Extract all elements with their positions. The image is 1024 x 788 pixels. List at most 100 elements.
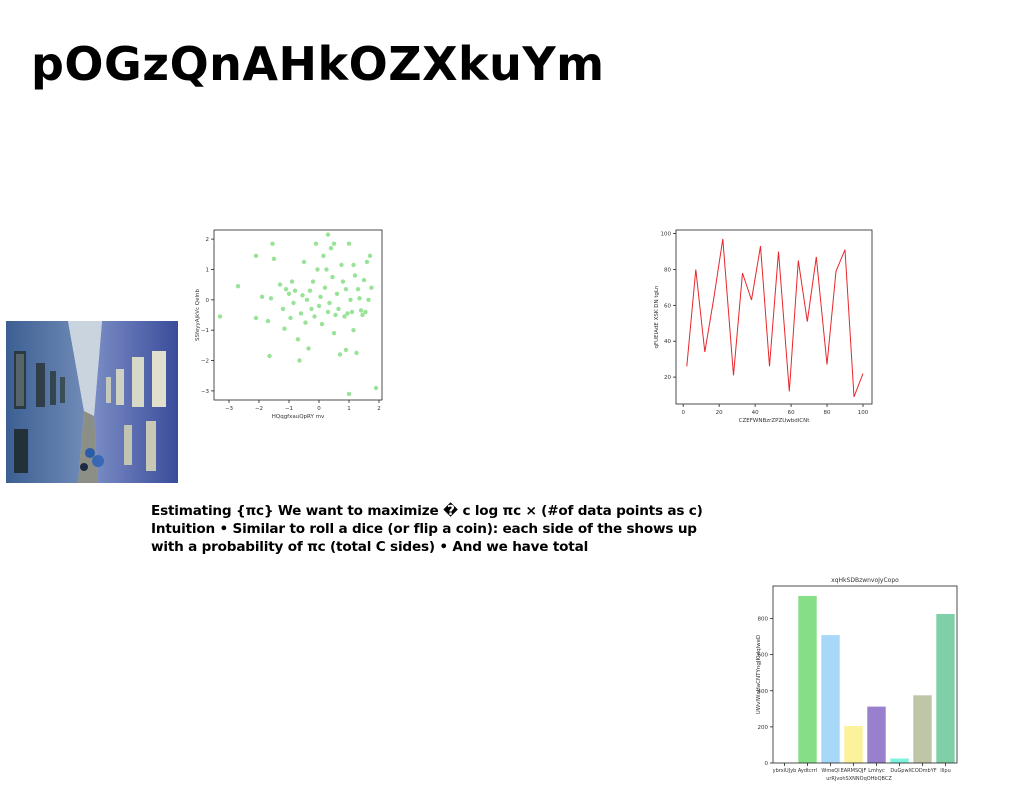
y-tick-label: 0 [206, 298, 210, 304]
plot-frame [213, 229, 383, 401]
scatter-point [271, 256, 277, 261]
y-tick-label: 600 [758, 653, 769, 659]
scatter-point [333, 312, 338, 318]
y-tick-label: 80 [664, 267, 671, 273]
scatter-point [306, 346, 311, 351]
scatter-chart: −3 −2 −1 0 1 2 −3 −2 −1 0 1 2 HQqgfxauQpRY mv SSfeyyA… [195, 229, 383, 420]
scatter-point [280, 306, 286, 312]
scatter-point [355, 287, 361, 292]
y-tick-label: 40 [664, 339, 671, 345]
slide-body-text: Estimating {πc} We want to maximize � c … [151, 503, 703, 555]
scatter-point [327, 300, 332, 306]
scatter-point [334, 291, 340, 296]
scatter-point [313, 241, 319, 246]
x-tick-label: WmeQl [821, 768, 839, 774]
bar [821, 635, 840, 763]
scatter-point [321, 253, 326, 258]
x-tick-label: XCODmbYF [908, 768, 936, 774]
scatter-point [295, 337, 301, 342]
scatter-point [346, 241, 352, 246]
x-tick-label: 2 [377, 406, 381, 412]
scatter-point [367, 253, 373, 258]
y-tick-label: −1 [201, 328, 209, 334]
x-axis-label: HQqgfxauQpRY mv [272, 414, 325, 420]
y-axis-label: SSfeyyAjkVc Qelnb [195, 288, 201, 341]
scatter-point [283, 287, 289, 292]
scatter-point [369, 285, 374, 290]
scatter-point [331, 241, 337, 246]
scatter-point [343, 287, 349, 292]
x-tick-label: −1 [285, 406, 293, 412]
scatter-point [309, 306, 314, 312]
bar [913, 695, 932, 763]
y-tick-label: 2 [206, 237, 210, 243]
scatter-point [357, 296, 362, 301]
scatter-point [354, 350, 359, 356]
x-axis-label: CZEFWNBzrZPZUwbdlCNt [739, 418, 811, 424]
y-tick-label: 400 [758, 689, 769, 695]
scatter-point [358, 308, 364, 313]
x-tick-label-row2: urRJvohSXNNOqOHbQBCZ [826, 776, 892, 782]
y-tick-label: 100 [661, 232, 672, 238]
scatter-point [277, 282, 283, 287]
scatter-point [268, 296, 274, 301]
scatter-point [360, 312, 365, 318]
bar [844, 726, 863, 763]
scatter-point [364, 259, 370, 265]
series-line [686, 238, 864, 397]
scatter-point [267, 353, 272, 359]
scatter-point [325, 232, 331, 237]
scatter-point [312, 314, 317, 319]
scatter-point [253, 253, 259, 258]
y-tick-label: 800 [758, 617, 769, 623]
scatter-point [301, 259, 307, 265]
scatter-point [297, 358, 302, 363]
scatter-point [286, 291, 292, 296]
y-tick-label: 60 [664, 303, 671, 309]
y-tick-label: 0 [765, 761, 769, 767]
x-tick-label: 20 [716, 410, 723, 416]
scatter-point [259, 294, 265, 299]
x-tick-label: 100 [858, 410, 869, 416]
scatter-point [330, 274, 335, 280]
scatter-point [235, 284, 241, 289]
x-tick-label: −3 [225, 406, 234, 412]
scatter-point [307, 288, 313, 293]
scatter-point [348, 297, 353, 302]
scatter-point [265, 318, 271, 324]
street-photo [6, 321, 178, 483]
y-tick-label: −3 [201, 389, 210, 395]
x-tick-label: DuGpw [890, 768, 908, 774]
scatter-point [363, 309, 368, 315]
scatter-point [288, 315, 293, 321]
bar [867, 706, 886, 763]
scatter-point [328, 246, 334, 251]
scatter-point [351, 328, 356, 333]
scatter-point [340, 279, 346, 284]
x-tick-label: 40 [752, 410, 759, 416]
scatter-point [345, 311, 350, 316]
scatter-point [339, 262, 344, 268]
scatter-point [318, 294, 323, 299]
scatter-point [300, 293, 305, 298]
scatter-point [253, 315, 259, 321]
x-tick-label: 80 [824, 410, 831, 416]
slide-title: pOGzQnAHkOZXkuYm [31, 37, 605, 91]
scatter-point [310, 279, 316, 284]
x-tick-label: EARMSQJF [841, 768, 867, 774]
scatter-point [289, 279, 295, 284]
y-axis-label: UWvlWxHaCNTYngJKIdqlweD [756, 635, 762, 715]
plot-frame [772, 585, 958, 764]
scatter-point [298, 311, 304, 316]
scatter-point [336, 306, 341, 312]
scatter-point [303, 320, 308, 325]
x-tick-label: ybrxiUJyb [773, 768, 797, 774]
bar [936, 614, 955, 763]
bar-chart: xqHkSDBzwnvoJyCopo 0 200 400 600 800 ybrxiUJyb… [756, 577, 958, 782]
line-chart: 0 20 40 60 80 100 20 40 60 80 100 CZEFWNBzrZPZUwbdl… [654, 229, 873, 424]
scatter-point [270, 241, 275, 246]
scatter-point [324, 267, 329, 272]
scatter-point [351, 262, 356, 268]
scatter-point [325, 309, 331, 315]
scatter-point [291, 300, 296, 306]
